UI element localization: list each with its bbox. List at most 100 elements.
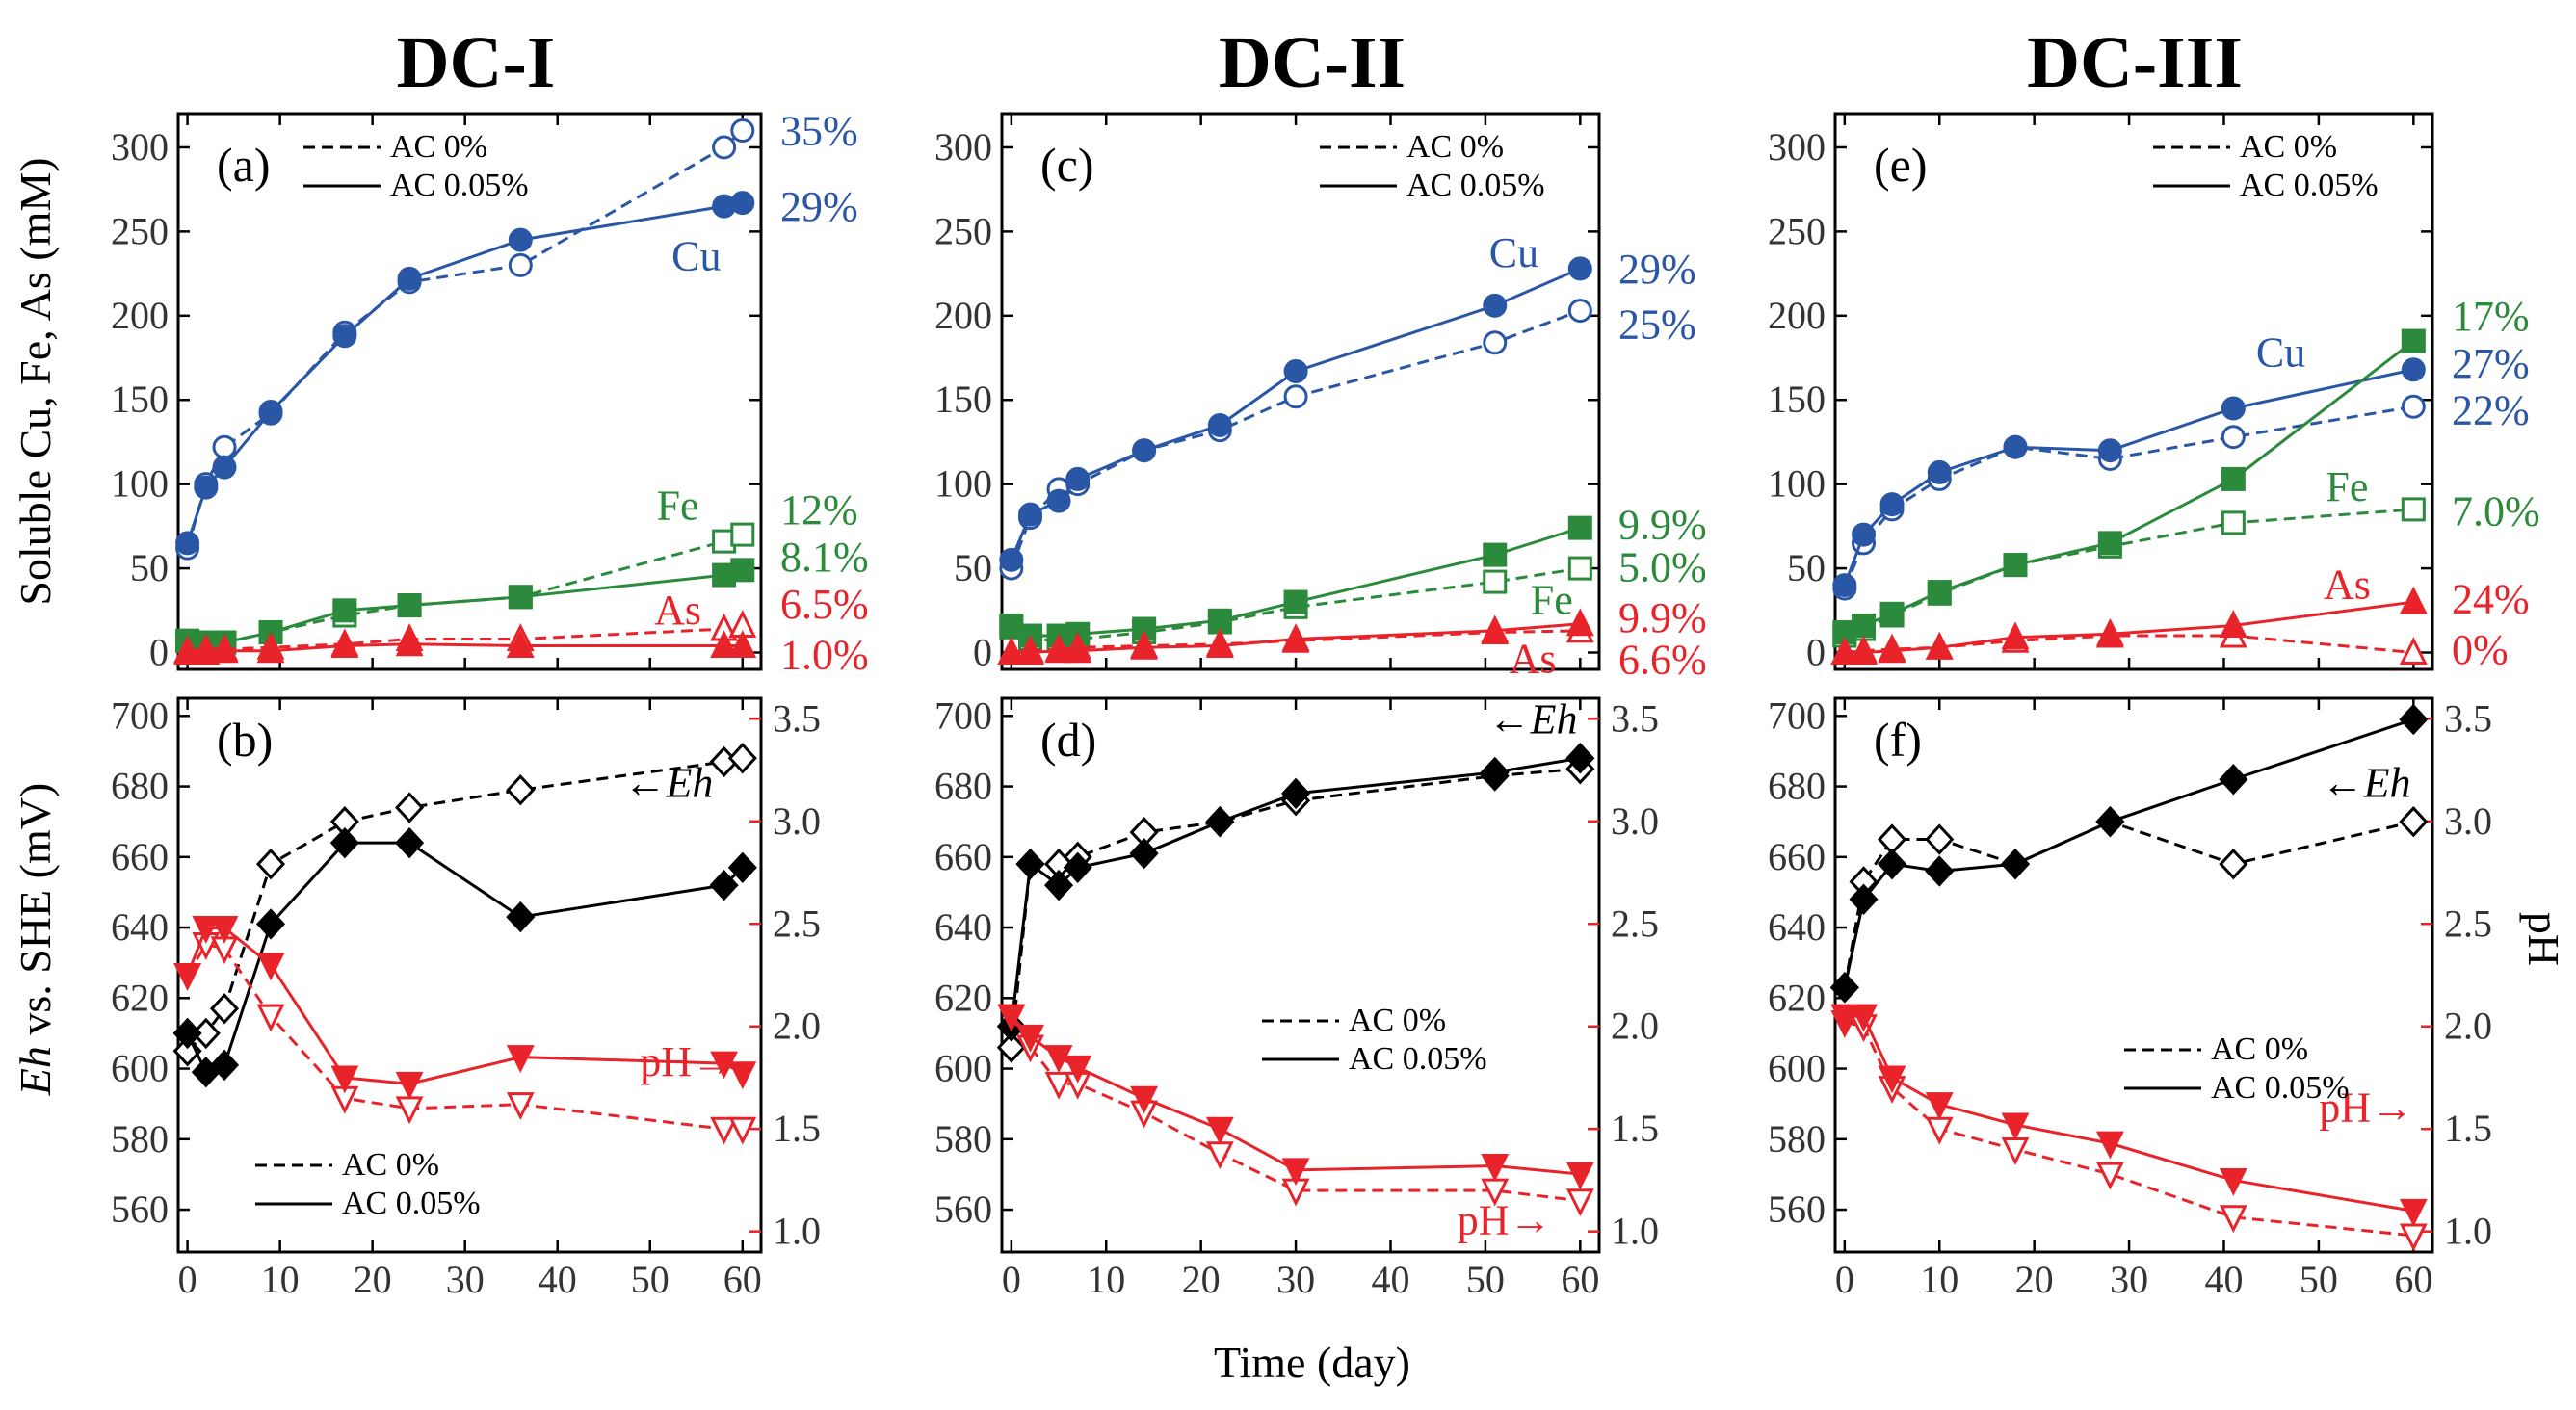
x-tick-label: 40 bbox=[1371, 1258, 1409, 1301]
x-tick-label: 0 bbox=[178, 1258, 197, 1301]
data-point-as bbox=[330, 630, 359, 659]
eh-text: Eh bbox=[2363, 760, 2411, 807]
panel-f: 0 10 20 30 40 50 60 560 580 600 620 640 660 680 700 1.0… bbox=[1768, 693, 2492, 1301]
y-axis-label-metals: Soluble Cu, Fe, As (mM) bbox=[11, 157, 60, 605]
data-point-eh bbox=[1925, 855, 1955, 887]
y-tick-label: 300 bbox=[111, 125, 169, 169]
data-point-fe bbox=[508, 585, 533, 610]
data-point-as bbox=[256, 635, 285, 664]
ph-arrow-label: pH→ bbox=[2319, 1084, 2413, 1131]
data-point-eh bbox=[209, 1049, 240, 1082]
data-point-eh bbox=[1015, 848, 1045, 880]
data-point-ph bbox=[1064, 1055, 1092, 1084]
percent-label: 8.1% bbox=[780, 534, 869, 581]
y-tick-label: 580 bbox=[111, 1117, 169, 1161]
data-point-cu bbox=[1483, 293, 1508, 318]
percent-label: 0% bbox=[2452, 626, 2509, 673]
y-tick-label: 200 bbox=[1768, 294, 1826, 337]
y-tick-label: 680 bbox=[934, 765, 992, 808]
data-point-eh bbox=[996, 1031, 1026, 1063]
eh-arrow-label: ←Eh bbox=[2322, 760, 2411, 807]
x-tick-label: 0 bbox=[1002, 1258, 1021, 1301]
y-axis-label-ph: pH bbox=[2519, 912, 2568, 966]
y2-tick-label: 2.0 bbox=[773, 1005, 821, 1048]
y2-tick-label: 3.0 bbox=[773, 799, 821, 843]
x-tick-label: 60 bbox=[2394, 1258, 2432, 1301]
data-point-ph bbox=[1205, 1141, 1234, 1170]
data-point-fe bbox=[397, 593, 422, 618]
y-tick-label: 0 bbox=[973, 631, 992, 674]
series-line-ph bbox=[1010, 1015, 1581, 1176]
title-dc-iii: DC-III bbox=[2027, 22, 2243, 103]
y-tick-label: 600 bbox=[1768, 1047, 1826, 1090]
data-point-eh bbox=[727, 743, 757, 774]
data-point-as bbox=[1565, 608, 1594, 637]
x-tick-label: 50 bbox=[2300, 1258, 2338, 1301]
data-point-ph bbox=[2219, 1205, 2247, 1234]
x-tick-label: 30 bbox=[1276, 1258, 1315, 1301]
eh-arrow: ← bbox=[1488, 696, 1531, 744]
x-tick-label: 60 bbox=[723, 1258, 762, 1301]
data-point-cu bbox=[2401, 357, 2426, 382]
x-tick-label: 50 bbox=[631, 1258, 670, 1301]
data-point-eh bbox=[329, 826, 359, 859]
data-point-eh bbox=[2000, 848, 2031, 880]
data-point-fe bbox=[1852, 614, 1877, 639]
data-point-ph bbox=[710, 1051, 739, 1080]
data-point-fe bbox=[2221, 466, 2246, 491]
eh-arrow: ← bbox=[624, 760, 667, 807]
ph-arrow-label: pH→ bbox=[1458, 1197, 1552, 1244]
data-point-ph bbox=[1044, 1071, 1073, 1100]
y-tick-label: 660 bbox=[1768, 835, 1826, 878]
y-tick-label: 580 bbox=[1768, 1117, 1826, 1161]
y-tick-label: 100 bbox=[1768, 462, 1826, 506]
data-point-fe bbox=[2221, 510, 2246, 535]
data-point-ph bbox=[2399, 1198, 2428, 1227]
x-tick-label: 30 bbox=[2110, 1258, 2148, 1301]
y-tick-label: 0 bbox=[1806, 631, 1826, 674]
y-tick-label: 700 bbox=[1768, 693, 1826, 737]
y-tick-label: 560 bbox=[111, 1188, 169, 1231]
data-point-eh bbox=[1925, 823, 1955, 855]
data-point-eh bbox=[172, 1017, 202, 1050]
y2-tick-label: 1.5 bbox=[773, 1107, 821, 1150]
data-point-cu bbox=[1567, 256, 1592, 281]
panel-e: 0 50 100 150 200 250 300 (e) Cu Fe As 17%27%22% 7.0%… bbox=[1768, 112, 2540, 674]
title-dc-i: DC-I bbox=[397, 22, 556, 103]
data-point-as bbox=[1205, 630, 1234, 659]
x-tick-label: 30 bbox=[446, 1258, 485, 1301]
legend-ac-005: AC 0.05% bbox=[1349, 1041, 1487, 1077]
data-point-cu bbox=[1483, 330, 1508, 355]
eh-text: Eh bbox=[1530, 696, 1578, 744]
data-point-as bbox=[395, 628, 424, 657]
legend-ac-0: AC 0% bbox=[2240, 129, 2337, 165]
series-line-eh bbox=[1843, 820, 2414, 988]
y2-tick-label: 3.0 bbox=[2444, 799, 2492, 843]
data-point-ph bbox=[256, 1004, 285, 1032]
panel-b: 0 10 20 30 40 50 60 560 580 600 620 640 660 680 700 1.0… bbox=[111, 693, 821, 1301]
legend-ac-005: AC 0.05% bbox=[2211, 1070, 2350, 1106]
y2-tick-label: 2.5 bbox=[2444, 901, 2492, 945]
plot-frame bbox=[1833, 696, 2434, 1254]
series-label-fe: Fe bbox=[2326, 463, 2368, 510]
y-tick-label: 660 bbox=[934, 835, 992, 878]
x-tick-label: 10 bbox=[261, 1258, 300, 1301]
data-point-cu bbox=[1879, 492, 1905, 517]
data-point-ph bbox=[1281, 1158, 1310, 1187]
data-point-cu bbox=[999, 547, 1024, 572]
percent-label: 24% bbox=[2452, 576, 2530, 623]
percent-label: 1.0% bbox=[780, 631, 869, 678]
data-point-as bbox=[1830, 637, 1859, 666]
data-point-eh bbox=[727, 851, 757, 884]
data-point-cu bbox=[2221, 396, 2246, 421]
legend-ac-0: AC 0% bbox=[1406, 129, 1504, 165]
data-point-cu bbox=[1283, 384, 1308, 409]
y2-tick-label: 3.5 bbox=[773, 696, 821, 740]
y-tick-label: 100 bbox=[934, 462, 992, 506]
data-point-eh bbox=[255, 908, 286, 940]
data-point-cu bbox=[1832, 573, 1857, 598]
data-point-eh bbox=[1849, 883, 1879, 915]
y-tick-label: 300 bbox=[934, 125, 992, 169]
data-point-fe bbox=[730, 558, 755, 583]
panel-label-c: (c) bbox=[1040, 138, 1094, 192]
